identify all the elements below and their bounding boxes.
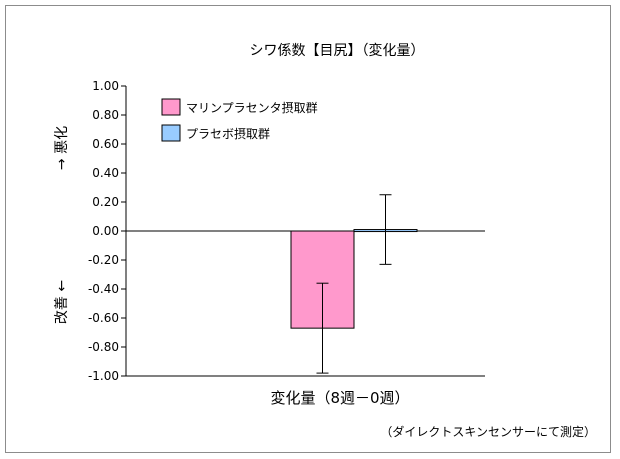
y-tick-label: -0.40 xyxy=(88,282,119,296)
legend-label: プラセボ摂取群 xyxy=(186,126,270,141)
svg-text:改善 ←: 改善 ← xyxy=(54,280,70,324)
y-tick-label: -0.60 xyxy=(88,311,119,325)
y-tick-label: -1.00 xyxy=(88,369,119,383)
legend-label: マリンプラセンタ摂取群 xyxy=(186,100,318,115)
legend-swatch xyxy=(161,124,181,142)
y-tick-label: 0.60 xyxy=(92,137,119,151)
y-tick-label: 0.40 xyxy=(92,166,119,180)
y-tick-label: -0.20 xyxy=(88,253,119,267)
y-tick-label: -0.80 xyxy=(88,340,119,354)
y-axis-label-top: → 悪化 xyxy=(54,126,70,170)
y-axis-label-bottom: 改善 ← xyxy=(54,280,70,324)
y-tick-label: 0.00 xyxy=(92,224,119,238)
plot-area: 1.00 0.80 0.60 0.40 0.20 0.00 -0.20 -0.40 -0.60 -… xyxy=(88,79,485,383)
chart-title: シワ係数【目尻】（変化量） xyxy=(250,42,425,59)
x-axis-label: 変化量（8週－0週） xyxy=(270,389,409,407)
y-tick-label: 0.80 xyxy=(92,108,119,122)
y-tick-label: 0.20 xyxy=(92,195,119,209)
svg-text:→ 悪化: → 悪化 xyxy=(54,126,70,170)
legend-swatch xyxy=(161,98,181,116)
y-tick-label: 1.00 xyxy=(92,79,119,93)
chart-frame xyxy=(5,5,611,453)
measurement-note: （ダイレクトスキンセンサーにて測定） xyxy=(380,424,596,439)
